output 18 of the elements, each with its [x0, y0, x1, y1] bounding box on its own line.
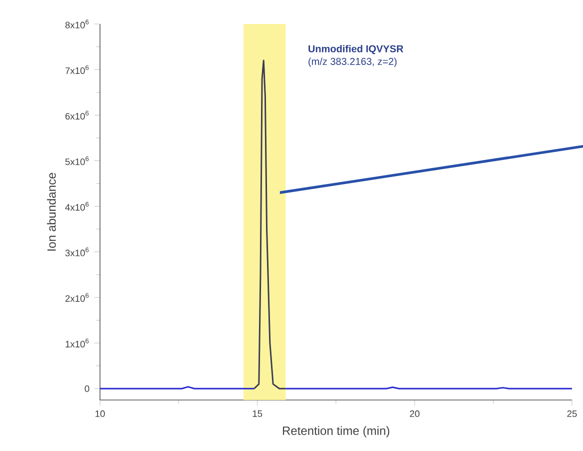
- line-series: [253, 60, 286, 390]
- y-tick-label: 5x10$^{6}$: [65, 156, 89, 166]
- x-tick-label: 10: [96, 410, 105, 417]
- y-tick-label: 1x10$^{6}$: [66, 338, 89, 348]
- x-tick-label: 20: [410, 410, 420, 417]
- y-tick-label: 3x10$^{6}$: [65, 247, 89, 256]
- annotation: (m/z 383.2163, z=2): [308, 58, 397, 67]
- y-tick-label: 7x10$^{6}$: [65, 65, 89, 74]
- x-tick-label: 15: [252, 410, 262, 417]
- y-tick-label: 4x10$^{6}$: [65, 202, 89, 211]
- y-tick-label: 0: [84, 385, 90, 392]
- y-tick-label: 2x10$^{6}$: [65, 293, 89, 302]
- y-axis-title: Ion abundance: [47, 172, 56, 251]
- y-tick-label: 6x10$^{6}$: [65, 110, 89, 120]
- x-axis-title: Retention time (min): [282, 426, 390, 438]
- y-tick-label: 8x10$^{6}$: [65, 20, 89, 28]
- annotation: Unmodified IQVYSR: [308, 44, 404, 54]
- x-tick-label: 25: [567, 410, 577, 417]
